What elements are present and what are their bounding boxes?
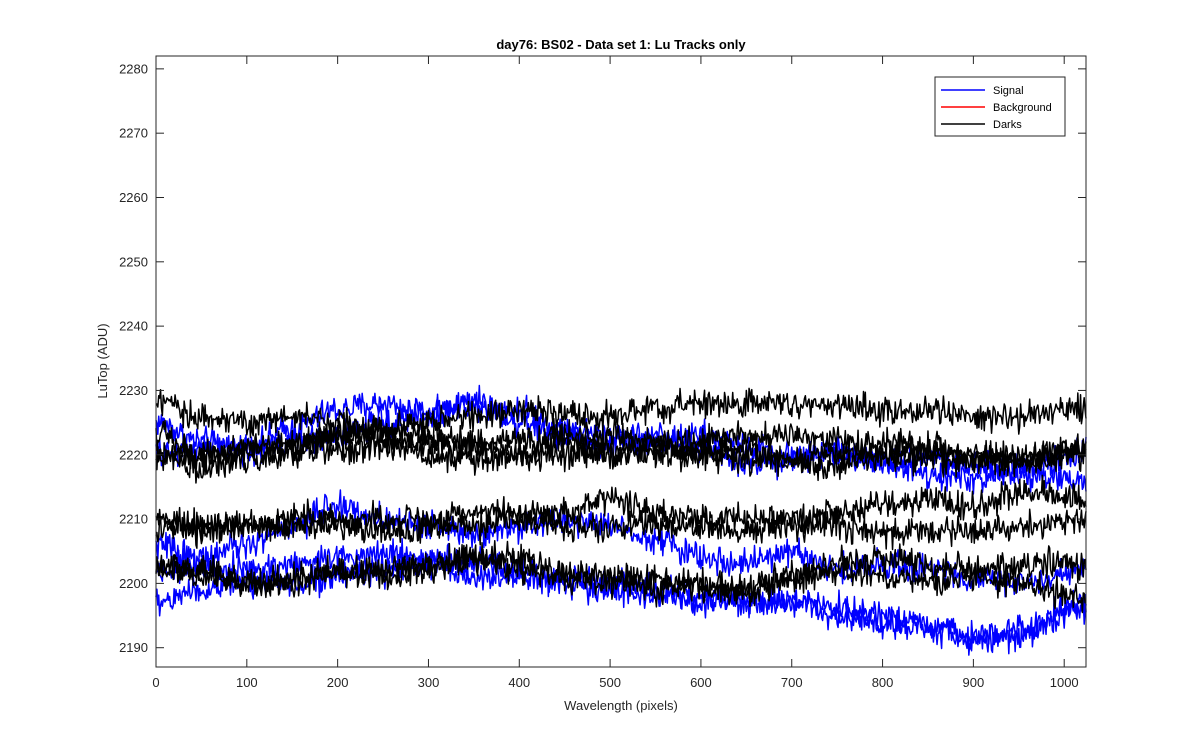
legend-darks-label: Darks xyxy=(993,119,1022,131)
series-line-darks xyxy=(155,474,1087,549)
x-tick-label: 400 xyxy=(508,675,530,690)
x-tick-label: 200 xyxy=(327,675,349,690)
y-tick-label: 2270 xyxy=(119,126,148,141)
y-tick-label: 2250 xyxy=(119,254,148,269)
y-tick-label: 2200 xyxy=(119,576,148,591)
series-line-darks xyxy=(155,387,1087,447)
x-tick-label: 800 xyxy=(872,675,894,690)
y-tick-label: 2190 xyxy=(119,640,148,655)
x-tick-label: 600 xyxy=(690,675,712,690)
axes-box xyxy=(155,55,1087,668)
series-line-darks xyxy=(155,423,1087,478)
y-axis: 2190 2200 2210 2220 2230 2240 2250 2260 2270 2280 xyxy=(119,61,1086,655)
x-tick-label: 500 xyxy=(599,675,621,690)
legend-background-label: Background xyxy=(993,102,1052,114)
x-axis-label: Wavelength (pixels) xyxy=(564,698,678,713)
series-line-darks xyxy=(155,418,1087,484)
series-layer xyxy=(155,384,1087,656)
chart-title: day76: BS02 - Data set 1: Lu Tracks only xyxy=(496,37,746,52)
x-tick-label: 300 xyxy=(418,675,440,690)
y-tick-label: 2260 xyxy=(119,190,148,205)
legend: Signal Background Darks xyxy=(934,76,1066,137)
y-tick-label: 2230 xyxy=(119,383,148,398)
x-axis: 0 100 200 300 400 500 600 700 800 900 1000 xyxy=(152,56,1079,690)
series-line-darks xyxy=(155,504,1087,551)
legend-signal-label: Signal xyxy=(993,85,1024,97)
series-line-darks xyxy=(155,542,1087,614)
x-tick-label: 0 xyxy=(152,675,159,690)
y-tick-label: 2220 xyxy=(119,447,148,462)
y-tick-label: 2240 xyxy=(119,319,148,334)
y-axis-label: LuTop (ADU) xyxy=(95,323,110,398)
y-tick-label: 2210 xyxy=(119,512,148,527)
x-tick-label: 900 xyxy=(963,675,985,690)
y-tick-label: 2280 xyxy=(119,61,148,76)
x-tick-label: 1000 xyxy=(1050,675,1079,690)
series-line-signal xyxy=(155,384,1087,495)
x-tick-label: 700 xyxy=(781,675,803,690)
x-tick-label: 100 xyxy=(236,675,258,690)
